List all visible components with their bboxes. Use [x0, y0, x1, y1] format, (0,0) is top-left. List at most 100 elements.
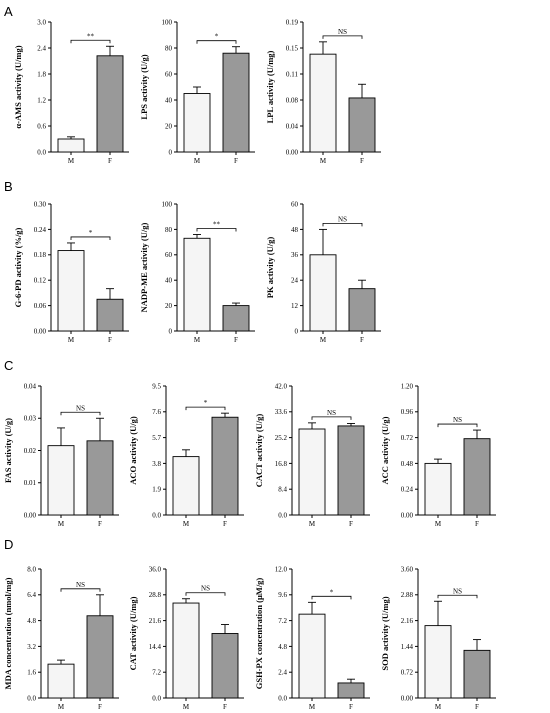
y-axis-title: MDA concentration (nmol/mg) — [3, 577, 13, 689]
category-label: F — [234, 336, 238, 344]
y-tick-label: 12 — [291, 302, 299, 310]
y-tick-label: 1.44 — [401, 643, 414, 651]
y-tick-label: 0.0 — [152, 511, 161, 519]
chart-grid: 0.0 0.6 1.2 1.8 2.4 3.0 α-AMS activity (U/mg) M… — [3, 18, 496, 711]
category-label: M — [183, 520, 190, 528]
y-tick-label: 21.6 — [149, 617, 162, 625]
significance-label: NS — [76, 404, 85, 412]
significance-label: NS — [76, 581, 85, 589]
y-axis-title: LPL activity (U/mg) — [265, 50, 275, 123]
y-tick-label: 40 — [165, 277, 173, 285]
category-label: F — [98, 520, 102, 528]
y-tick-label: 0.30 — [34, 200, 47, 208]
significance-label: NS — [453, 587, 462, 595]
significance-label: NS — [453, 416, 462, 424]
significance-bracket — [60, 588, 101, 592]
y-tick-label: 0.03 — [24, 415, 37, 423]
y-tick-label: 1.6 — [27, 669, 36, 677]
y-tick-label: 0.0 — [27, 694, 36, 702]
y-axis-title: FAS activity (U/g) — [3, 418, 13, 483]
category-label: F — [98, 703, 102, 711]
y-tick-label: 100 — [162, 18, 173, 26]
y-tick-label: 12.0 — [275, 565, 288, 573]
y-tick-label: 0.00 — [286, 148, 299, 156]
y-tick-label: 2.4 — [37, 44, 46, 52]
bar-f — [337, 682, 365, 699]
category-label: F — [108, 336, 112, 344]
panel-letter-b: B — [4, 179, 13, 194]
significance-bracket — [196, 228, 237, 232]
panel-letter-a: A — [4, 4, 13, 19]
y-tick-label: 16.8 — [275, 460, 288, 468]
category-label: M — [58, 703, 65, 711]
significance-label: NS — [201, 585, 210, 593]
panel-letter-d: D — [4, 537, 13, 552]
category-label: F — [349, 703, 353, 711]
bar-m — [172, 602, 200, 699]
bar-m — [298, 428, 326, 516]
bar-f — [96, 298, 124, 332]
y-tick-label: 0.00 — [401, 694, 414, 702]
y-tick-label: 0.01 — [24, 479, 37, 487]
y-tick-label: 25.2 — [275, 434, 288, 442]
y-tick-label: 0.02 — [24, 447, 37, 455]
bar-m — [57, 250, 85, 332]
bar-f — [348, 97, 376, 153]
y-tick-label: 8.4 — [278, 486, 287, 494]
y-tick-label: 28.8 — [149, 591, 162, 599]
y-axis-title: CACT activity (U/g) — [254, 414, 264, 488]
y-tick-label: 0.0 — [37, 148, 46, 156]
significance-bracket — [437, 423, 478, 428]
chart-8: 0.0 1.9 3.8 5.7 7.6 9.5 ACO activity (U/g) M F * — [128, 382, 244, 528]
y-tick-label: 3.0 — [37, 18, 46, 26]
y-tick-label: 2.4 — [278, 669, 287, 677]
category-label: F — [360, 336, 364, 344]
significance-label: * — [204, 399, 208, 407]
y-tick-label: 48 — [291, 226, 299, 234]
bar-m — [183, 237, 211, 332]
significance-bracket — [185, 592, 226, 596]
y-tick-label: 0.96 — [401, 408, 414, 416]
y-tick-label: 36.0 — [149, 565, 162, 573]
significance-bracket — [311, 416, 352, 420]
y-tick-label: 0.04 — [24, 382, 37, 390]
bar-m — [183, 93, 211, 153]
category-label: F — [475, 520, 479, 528]
y-tick-label: 24 — [291, 277, 299, 285]
chart-10: 0.00 0.24 0.48 0.72 0.96 1.20 ACC activity (U/… — [380, 382, 496, 528]
chart-13: 0.0 2.4 4.8 7.2 9.6 12.0 GSH-PX concentration … — [254, 565, 370, 711]
significance-bracket — [322, 35, 363, 39]
y-tick-label: 36 — [291, 251, 299, 259]
y-tick-label: 7.2 — [152, 669, 161, 677]
chart-11: 0.0 1.6 3.2 4.8 6.4 8.0 MDA concentration (nmo… — [3, 565, 119, 711]
y-tick-label: 3.2 — [27, 643, 36, 651]
bar-m — [309, 53, 337, 153]
category-label: F — [475, 703, 479, 711]
y-tick-label: 0.11 — [286, 70, 298, 78]
category-label: M — [194, 157, 201, 165]
y-tick-label: 6.4 — [27, 591, 36, 599]
category-label: F — [108, 157, 112, 165]
category-label: M — [183, 703, 190, 711]
significance-bracket — [196, 40, 237, 44]
y-tick-label: 4.8 — [27, 617, 36, 625]
y-axis-title: ACO activity (U/g) — [128, 416, 138, 485]
significance-label: NS — [338, 28, 347, 36]
significance-label: * — [89, 229, 93, 237]
y-axis-title: G-6-PD activity (%/g) — [13, 227, 23, 307]
y-tick-label: 0 — [295, 327, 299, 335]
significance-bracket — [311, 595, 352, 600]
significance-label: ** — [213, 220, 221, 228]
chart-9: 0.0 8.4 16.8 25.2 33.6 42.0 CACT activity (U/g… — [254, 382, 370, 528]
y-tick-label: 0.0 — [152, 694, 161, 702]
category-label: M — [58, 520, 65, 528]
y-axis-title: SOD activity (U/mg) — [380, 596, 390, 670]
y-tick-label: 0.48 — [401, 460, 414, 468]
y-tick-label: 0 — [169, 148, 173, 156]
bar-f — [222, 305, 250, 332]
category-label: F — [349, 520, 353, 528]
y-tick-label: 60 — [165, 70, 173, 78]
bar-f — [86, 440, 114, 516]
y-tick-label: 100 — [162, 200, 173, 208]
y-tick-label: 20 — [165, 302, 173, 310]
